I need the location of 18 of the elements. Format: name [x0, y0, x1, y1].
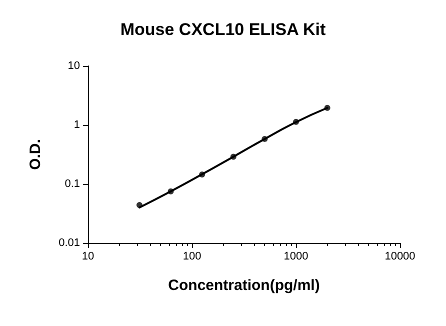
x-axis-title: Concentration(pg/ml): [168, 277, 320, 294]
x-tick-label: 10: [82, 250, 94, 262]
y-axis-title: O.D.: [27, 139, 44, 170]
chart-title: Mouse CXCL10 ELISA Kit: [120, 20, 326, 39]
x-tick-label: 10000: [384, 250, 416, 262]
y-tick-label: 10: [68, 60, 80, 72]
point: [199, 171, 206, 178]
point: [262, 136, 268, 142]
y-tick-label: 0.01: [58, 237, 80, 249]
point: [293, 118, 299, 125]
point: [136, 202, 142, 208]
x-tick-label: 1000: [284, 250, 308, 262]
point: [230, 154, 236, 160]
x-tick-label: 100: [182, 250, 202, 262]
point: [324, 104, 330, 111]
y-tick-label: 1: [74, 119, 80, 131]
y-tick-label: 0.1: [64, 178, 80, 190]
point: [168, 188, 174, 194]
